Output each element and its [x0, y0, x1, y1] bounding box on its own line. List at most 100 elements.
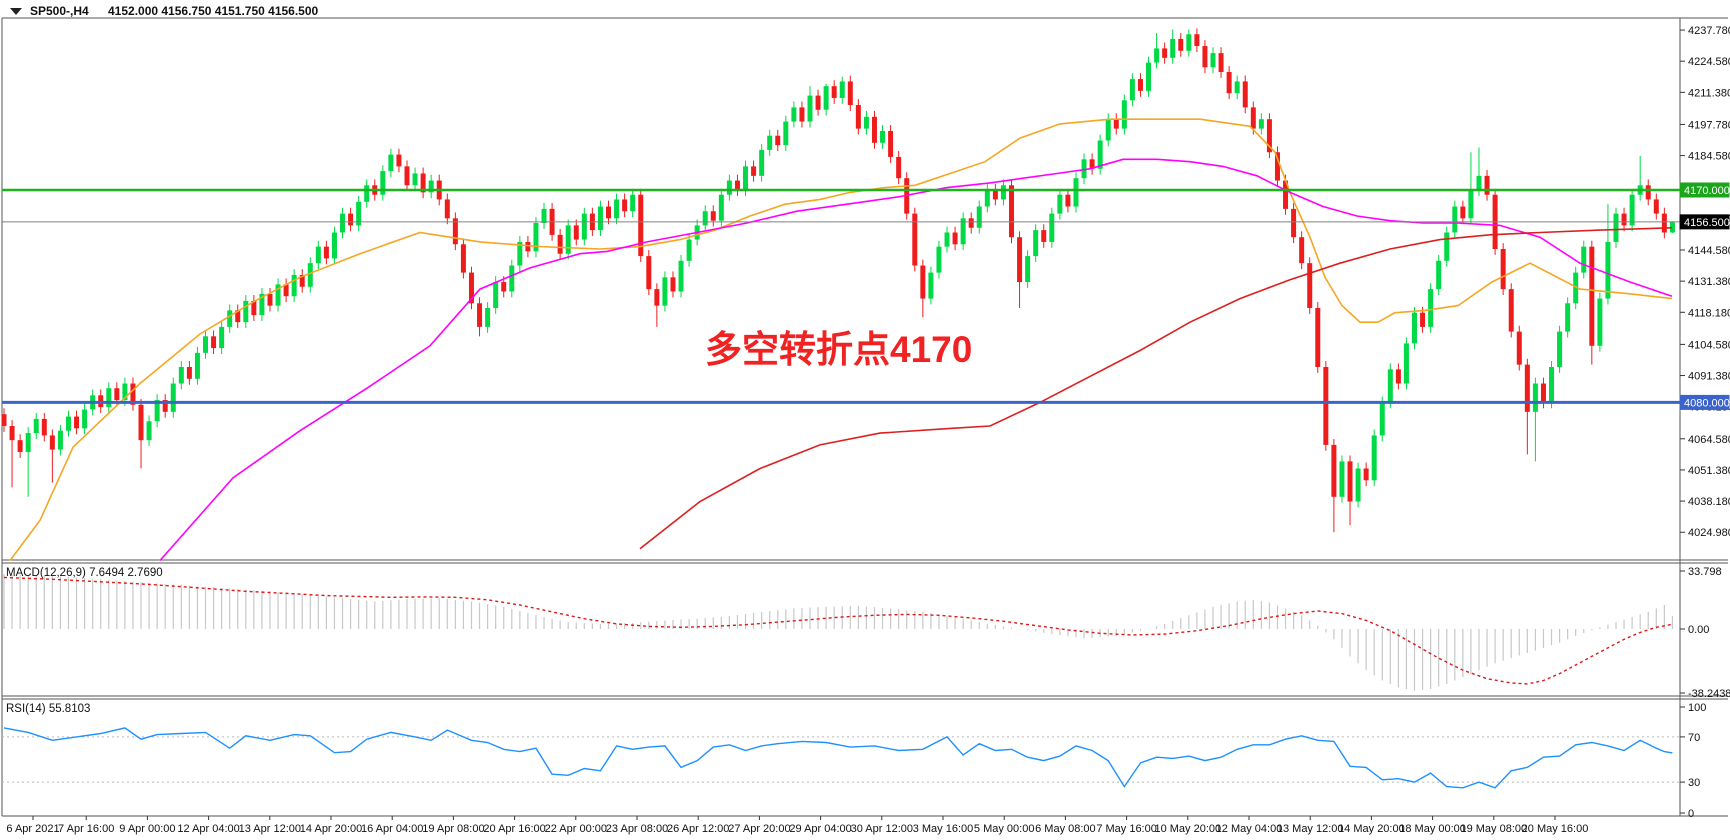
support-badge-label: 4080.000 — [1684, 397, 1730, 409]
candle-body — [799, 107, 805, 122]
price-label: 4118.180 — [1688, 307, 1730, 319]
candle-body — [452, 218, 458, 245]
candle-body — [815, 95, 821, 110]
candle-body — [1291, 208, 1297, 238]
annotation-text[interactable]: 多空转折点4170 — [705, 329, 972, 370]
candle-body — [203, 336, 208, 353]
time-label: 12 Apr 04:00 — [177, 823, 239, 835]
candles-layer[interactable] — [1, 28, 1675, 533]
candle-body — [944, 232, 950, 247]
candle-body — [1073, 178, 1079, 207]
price-label: 4144.580 — [1688, 245, 1730, 257]
price-label: 4091.380 — [1688, 371, 1730, 383]
candle-body — [662, 277, 668, 306]
time-label: 14 May 20:00 — [1338, 823, 1405, 835]
macd-scale-label: 0.00 — [1688, 624, 1709, 636]
candle-body — [1661, 213, 1667, 233]
candle-body — [1565, 303, 1571, 332]
macd-signal-line — [3, 576, 1673, 685]
candle-body — [154, 400, 160, 422]
candle-body — [751, 166, 757, 176]
horizontal-level-lines[interactable] — [2, 188, 1680, 404]
time-label: 13 May 12:00 — [1277, 823, 1344, 835]
candle-body — [1613, 213, 1619, 242]
macd-pane — [3, 574, 1674, 691]
candle-body — [896, 156, 902, 179]
chart-menu-arrow-icon[interactable] — [10, 8, 22, 15]
candle-body — [783, 121, 789, 146]
candle-body — [936, 246, 942, 273]
candle-body — [1403, 343, 1409, 384]
candle-body — [847, 81, 853, 106]
candle-body — [267, 293, 273, 306]
candle-body — [1121, 100, 1127, 129]
candle-body — [702, 211, 708, 226]
candle-body — [364, 185, 370, 202]
price-label: 4051.380 — [1688, 465, 1730, 477]
candle-body — [557, 234, 563, 254]
candle-body — [646, 256, 652, 290]
candle-body — [1516, 331, 1522, 365]
candle-body — [791, 107, 797, 122]
candle-body — [211, 336, 217, 349]
candle-body — [1307, 263, 1313, 308]
candle-body — [468, 272, 474, 304]
price-label: 4064.580 — [1688, 434, 1730, 446]
candle-body — [1234, 81, 1240, 94]
candle-body — [291, 274, 297, 297]
candle-body — [1500, 249, 1506, 290]
candle-body — [1258, 119, 1264, 129]
candle-body — [984, 190, 990, 207]
candle-body — [710, 211, 716, 221]
candle-body — [1250, 107, 1256, 129]
candle-body — [726, 180, 732, 195]
time-label: 12 May 04:00 — [1216, 823, 1283, 835]
candle-body — [533, 223, 539, 252]
candle-body — [718, 194, 724, 221]
candle-body — [968, 218, 974, 228]
candle-body — [1089, 159, 1095, 169]
price-label: 4038.180 — [1688, 496, 1730, 508]
time-label: 7 May 16:00 — [1096, 823, 1157, 835]
candle-body — [315, 246, 321, 264]
candle-body — [25, 433, 31, 452]
candle-body — [1355, 468, 1361, 502]
price-label: 4224.580 — [1688, 56, 1730, 68]
rsi-label: RSI(14) 55.8103 — [6, 703, 90, 715]
time-label: 6 Apr 2021 — [6, 823, 59, 835]
candle-body — [1371, 435, 1377, 481]
chart-title-symbol: SP500-,H4 — [30, 4, 89, 18]
candle-body — [1476, 175, 1482, 190]
candle-body — [420, 173, 426, 193]
price-label: 4237.780 — [1688, 25, 1730, 37]
candle-body — [1629, 194, 1635, 226]
candle-body — [638, 194, 644, 257]
time-label: 27 Apr 20:00 — [728, 823, 790, 835]
candle-body — [1105, 119, 1111, 141]
candle-body — [509, 265, 515, 292]
candle-body — [493, 282, 499, 308]
candle-body — [501, 282, 507, 292]
candle-body — [299, 274, 305, 287]
rsi-scale-label: 30 — [1688, 777, 1700, 789]
pane-frame-lines — [1, 17, 1728, 817]
time-label: 13 Apr 12:00 — [239, 823, 301, 835]
candle-body — [888, 131, 894, 157]
candle-body — [428, 180, 434, 193]
ma-slow-red — [639, 227, 1673, 550]
candle-body — [1645, 185, 1651, 200]
candle-body — [41, 418, 47, 436]
candle-body — [412, 173, 418, 186]
chart-title-ohlc: 4152.000 4156.750 4151.750 4156.500 — [108, 4, 319, 18]
candle-body — [1428, 289, 1434, 327]
candle-body — [1299, 237, 1305, 264]
candle-body — [388, 154, 394, 172]
candle-body — [114, 388, 120, 401]
candle-body — [614, 199, 620, 219]
time-label: 6 May 08:00 — [1035, 823, 1096, 835]
price-label: 4131.380 — [1688, 276, 1730, 288]
candle-body — [1218, 53, 1224, 72]
candle-body — [1162, 48, 1168, 58]
